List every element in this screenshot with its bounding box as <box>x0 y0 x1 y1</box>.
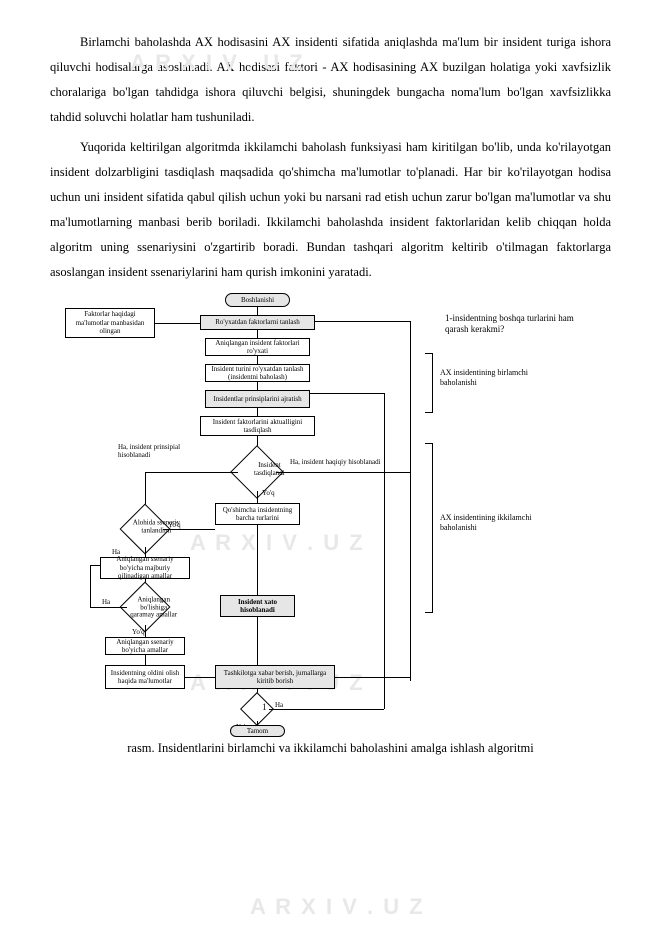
end-node: Tamom <box>230 725 285 737</box>
box-principles: Insidentlar prinsiplarini ajratish <box>205 390 310 408</box>
flowchart: Boshlanishi Faktorlar haqidagi ma'lumotl… <box>50 293 611 733</box>
paragraph-2: Yuqorida keltirilgan algoritmda ikkilamc… <box>50 135 611 285</box>
input-box: Faktorlar haqidagi ma'lumotlar manbasida… <box>65 308 155 338</box>
bracket-primary <box>425 353 433 413</box>
d1-no-label: Yo'q <box>262 489 275 497</box>
box-prevention-info: Insidentning oldini olish haqida ma'lumo… <box>105 665 185 689</box>
bracket-secondary <box>425 443 433 613</box>
box-select-type: Insident turini ro'yxatdan tanlash (insi… <box>205 364 310 382</box>
box-mandatory: Aniqlangan ssenariy bo'yicha majburiy qi… <box>100 557 190 579</box>
watermark: A R X I V . U Z <box>250 894 425 920</box>
d1-right-label: Ha, insident haqiqiy hisoblanadi <box>290 458 390 466</box>
side-question: 1-insidentning boshqa turlarini ham qara… <box>445 313 595 335</box>
box-incident-error: Insident xato hisoblanadi <box>220 595 295 617</box>
d3-no: Yo'q <box>132 628 145 636</box>
d4-ha: Ha <box>275 701 283 709</box>
bracket2-label: AX insidentining ikkilamchi baholanishi <box>440 513 550 532</box>
box-confirm-actuality: Insident faktorlarini aktualligini tasdi… <box>200 416 315 436</box>
bracket1-label: AX insidentining birlamchi baholanishi <box>440 368 550 387</box>
box-register: Tashkilotga xabar berish, jurnallarga ki… <box>215 665 335 689</box>
figure-caption: rasm. Insidentlarini birlamchi va ikkila… <box>50 741 611 756</box>
paragraph-1: Birlamchi baholashda AX hodisasini AX in… <box>50 30 611 130</box>
d1-left-label: Ha, insident prinsipial hisoblanadi <box>118 443 198 460</box>
start-node: Boshlanishi <box>225 293 290 307</box>
d3-yes: Ha <box>102 598 110 606</box>
box-scenario-actions: Aniqlangan ssenariy bo'yicha amallar <box>105 637 185 655</box>
box-additional: Qo'shimcha insidentning barcha turlarini <box>215 503 300 525</box>
box-select-factors: Ro'yxatdan faktorlarni tanlash <box>200 315 315 330</box>
d2-no: Yo'q <box>168 521 181 529</box>
box-factor-list: Aniqlangan insident faktorlari ro'yxati <box>205 338 310 356</box>
